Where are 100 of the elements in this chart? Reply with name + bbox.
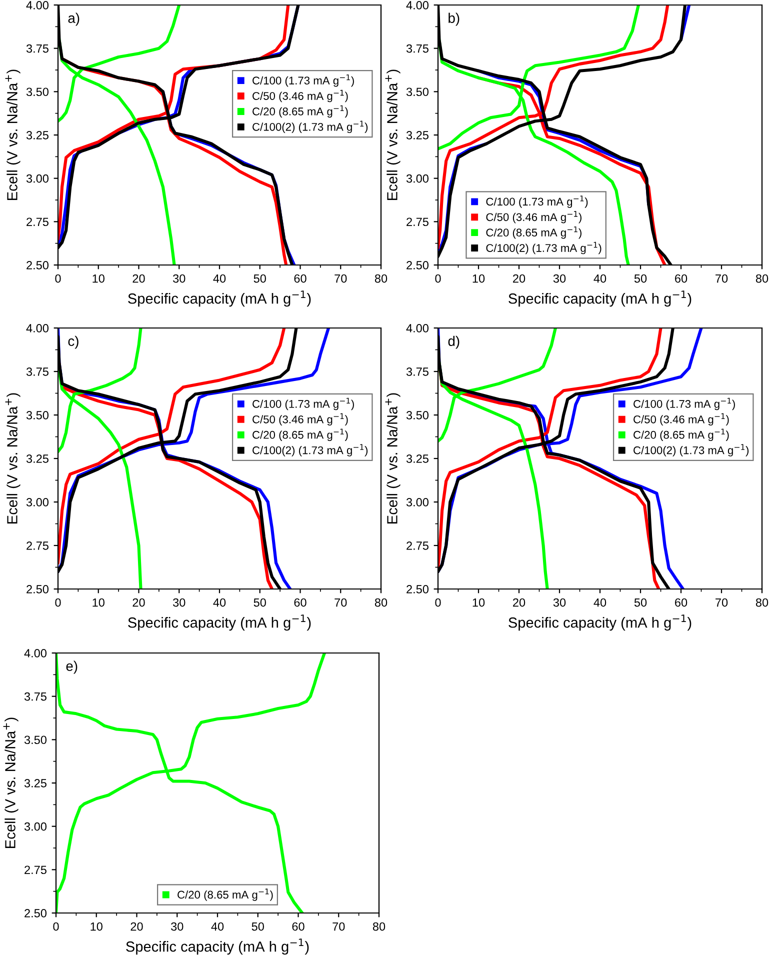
y-tick-label: 2.75 [24, 866, 46, 874]
x-tick-label: 40 [594, 598, 606, 607]
y-tick-label: 4.00 [26, 1, 49, 10]
legend-label: C/50 (3.46 mA g$^{−1}$) [634, 413, 729, 426]
y-tick-label: 3.75 [26, 368, 48, 376]
y-tick-label: 3.25 [406, 454, 428, 463]
x-tick-label: 60 [294, 598, 306, 607]
y-tick-label: 3.50 [406, 88, 429, 96]
x-tick-label: 40 [213, 598, 226, 607]
x-tick-label: 80 [374, 598, 388, 607]
x-tick-label: 50 [634, 274, 647, 283]
y-tick-label: 3.50 [24, 736, 47, 744]
y-tick-label: 4.00 [26, 324, 49, 332]
x-tick-label: 10 [92, 598, 104, 607]
y-tick-label: 3.50 [406, 411, 429, 420]
x-tick-label: 40 [213, 274, 226, 283]
x-tick-label: 20 [130, 922, 143, 931]
x-tick-label: 10 [92, 274, 104, 283]
x-tick-label: 0 [53, 922, 59, 931]
y-tick-label: 2.50 [406, 261, 429, 270]
legend-label: C/100(2) (1.73 mA g$^{−1}$) [252, 120, 368, 134]
annotation: a) [68, 12, 80, 26]
y-tick-label: 3.75 [406, 368, 428, 376]
y-tick-label: 2.50 [406, 585, 429, 594]
y-tick-label: 2.50 [26, 585, 49, 594]
x-tick-label: 60 [675, 274, 688, 283]
x-tick-label: 30 [171, 922, 184, 931]
x-tick-label: 20 [513, 274, 526, 283]
annotation: c) [68, 336, 78, 349]
y-axis-title: Ecell (V vs. Na/Na$^{+}$) [385, 70, 400, 200]
y-axis-title: Ecell (V vs. Na/Na$^{+}$) [385, 393, 400, 524]
x-tick-label: 50 [252, 922, 264, 931]
x-tick-label: 10 [472, 598, 485, 607]
legend-label: C/20 (8.65 mA g$^{−1}$) [252, 105, 348, 118]
x-tick-label: 0 [435, 274, 441, 283]
legend-label: C/100(2) (1.73 mA g$^{−1}$) [486, 242, 602, 254]
y-tick-label: 3.00 [406, 498, 429, 506]
legend-label: C/100(2) (1.73 mA g$^{−1}$) [634, 444, 749, 456]
x-tick-label: 0 [55, 598, 61, 607]
y-tick-label: 3.25 [26, 131, 48, 140]
annotation: e) [66, 660, 78, 674]
x-axis-title: Specific capacity (mA h g$^{−1}$) [508, 290, 692, 307]
y-tick-label: 4.00 [406, 1, 429, 10]
y-tick-label: 2.75 [406, 218, 428, 226]
x-tick-label: 50 [254, 598, 266, 607]
legend-label: C/100 (1.73 mA g$^{−1}$) [252, 74, 354, 87]
x-tick-label: 30 [553, 598, 566, 607]
y-tick-label: 2.75 [26, 542, 48, 550]
legend-label: C/20 (8.65 mA g$^{−1}$) [178, 888, 273, 901]
x-tick-label: 20 [132, 274, 145, 283]
y-tick-label: 3.50 [26, 411, 49, 420]
x-tick-label: 80 [756, 598, 768, 607]
x-axis-title: Specific capacity (mA h g$^{−1}$) [126, 938, 309, 955]
y-tick-label: 3.25 [24, 779, 46, 788]
x-tick-label: 60 [294, 274, 306, 283]
legend-label: C/50 (3.46 mA g$^{−1}$) [486, 211, 582, 224]
y-axis-title: Ecell (V vs. Na/Na$^{+}$) [5, 393, 20, 524]
x-tick-label: 70 [716, 274, 728, 283]
legend-label: C/50 (3.46 mA g$^{−1}$) [252, 413, 348, 426]
x-axis-title: Specific capacity (mA h g$^{−1}$) [128, 614, 311, 631]
legend-label: C/20 (8.65 mA g$^{−1}$) [486, 226, 582, 239]
x-tick-label: 30 [173, 274, 186, 283]
y-tick-label: 3.00 [406, 174, 429, 183]
annotation: d) [448, 336, 460, 349]
y-tick-label: 3.25 [406, 131, 428, 140]
y-tick-label: 4.00 [24, 649, 47, 658]
y-tick-label: 2.50 [26, 261, 49, 270]
x-tick-label: 70 [334, 274, 347, 283]
legend-label: C/100 (1.73 mA g$^{−1}$) [252, 398, 354, 410]
x-tick-label: 60 [675, 598, 688, 607]
x-tick-label: 60 [292, 922, 304, 931]
x-axis-title: Specific capacity (mA h g$^{−1}$) [128, 290, 311, 307]
x-tick-label: 70 [334, 598, 347, 607]
x-tick-label: 0 [435, 598, 441, 607]
x-tick-label: 40 [211, 922, 224, 931]
y-tick-label: 2.75 [26, 218, 48, 226]
x-tick-label: 10 [472, 274, 485, 283]
legend-label: C/100(2) (1.73 mA g$^{−1}$) [252, 444, 368, 456]
y-tick-label: 3.75 [26, 44, 48, 53]
x-tick-label: 80 [372, 922, 386, 931]
x-tick-label: 80 [374, 274, 388, 283]
x-tick-label: 30 [173, 598, 186, 607]
legend-label: C/50 (3.46 mA g$^{−1}$) [252, 90, 348, 102]
y-tick-label: 4.00 [406, 324, 429, 332]
x-tick-label: 70 [332, 922, 345, 931]
y-tick-label: 2.50 [24, 909, 47, 918]
legend-label: C/20 (8.65 mA g$^{−1}$) [252, 428, 348, 441]
y-tick-label: 3.00 [26, 174, 49, 183]
y-axis-title: Ecell (V vs. Na/Na$^{+}$) [3, 718, 18, 848]
x-axis-title: Specific capacity (mA h g$^{−1}$) [508, 614, 692, 631]
x-tick-label: 50 [254, 274, 266, 283]
y-tick-label: 3.75 [24, 692, 46, 701]
legend-label: C/100 (1.73 mA g$^{−1}$) [486, 196, 588, 208]
x-tick-label: 80 [756, 274, 768, 283]
x-tick-label: 0 [55, 274, 61, 283]
annotation: b) [448, 12, 460, 26]
legend-label: C/20 (8.65 mA g$^{−1}$) [634, 428, 729, 441]
x-tick-label: 70 [716, 598, 728, 607]
x-tick-label: 30 [553, 274, 566, 283]
x-tick-label: 20 [132, 598, 145, 607]
